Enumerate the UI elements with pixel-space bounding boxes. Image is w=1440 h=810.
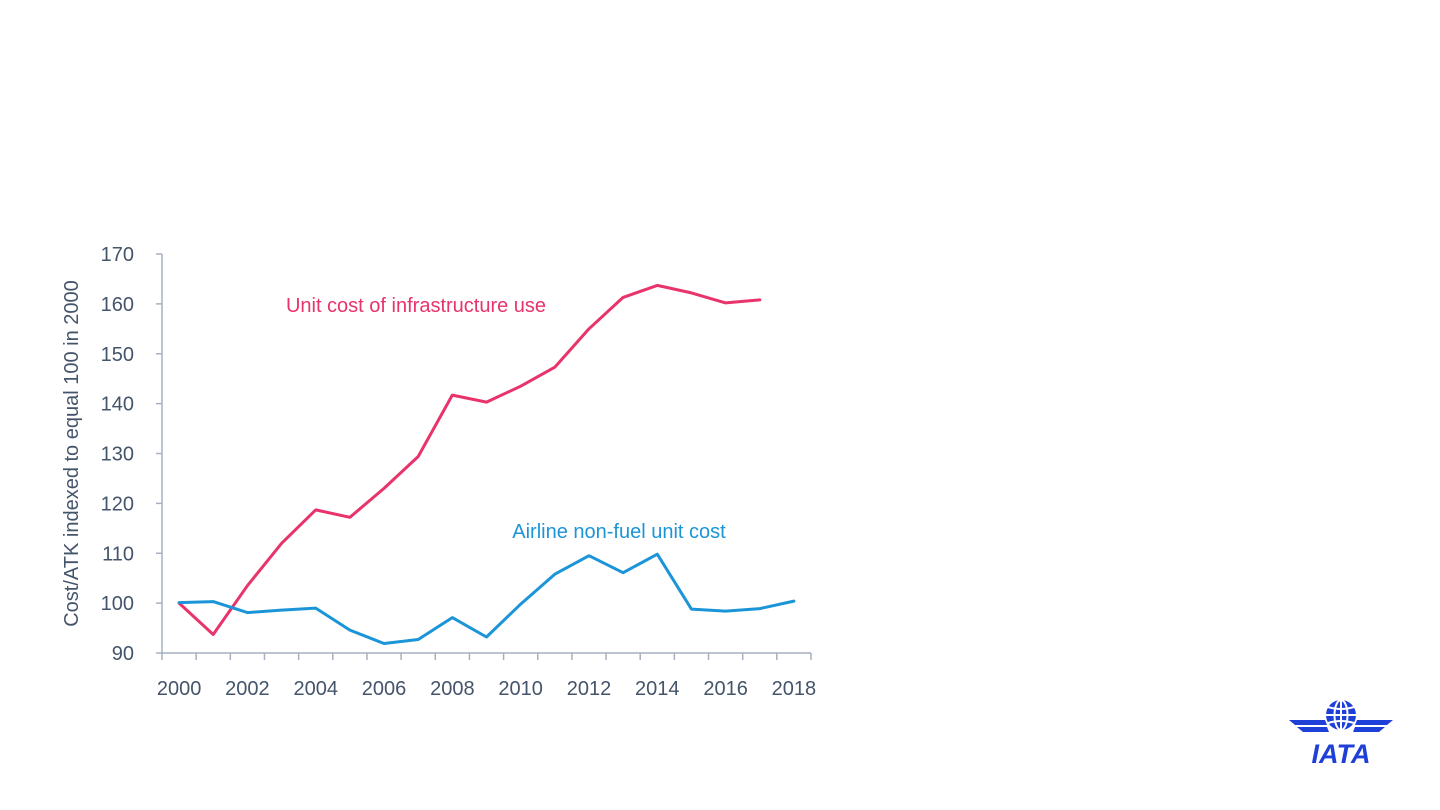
x-tick-label: 2016 — [703, 678, 748, 700]
y-tick-label: 130 — [101, 444, 134, 466]
y-tick-label: 120 — [101, 493, 134, 515]
series-line-2 — [177, 552, 796, 645]
x-tick-label: 2014 — [635, 678, 680, 700]
y-tick-label: 110 — [102, 543, 134, 565]
chart-ticks: 90 100 110 120 130 140 150 160 170 2000 2002 2004 20… — [101, 244, 817, 700]
y-tick-label: 170 — [101, 244, 134, 266]
series-label-1: Unit cost of infrastructure use — [286, 295, 546, 317]
wings-icon — [1289, 720, 1393, 732]
x-tick-label: 2008 — [430, 678, 475, 700]
x-tick-label: 2010 — [498, 678, 543, 700]
y-tick-label: 90 — [112, 643, 134, 665]
chart-labels: Cost/ATK indexed to equal 100 in 2000 Uni… — [61, 280, 726, 627]
x-tick-label: 2000 — [157, 678, 202, 700]
y-axis-title: Cost/ATK indexed to equal 100 in 2000 — [61, 280, 83, 627]
y-tick-label: 140 — [101, 394, 134, 416]
logo-text: IATA — [1312, 739, 1371, 769]
x-tick-label: 2012 — [567, 678, 612, 700]
x-tick-label: 2002 — [225, 678, 270, 700]
series-line-1 — [177, 283, 762, 636]
chart-series — [177, 283, 796, 645]
globe-icon — [1326, 699, 1356, 731]
x-tick-label: 2004 — [293, 678, 338, 700]
x-tick-label: 2006 — [362, 678, 407, 700]
y-tick-label: 150 — [101, 344, 134, 366]
x-tick-label: 2018 — [772, 678, 817, 700]
y-tick-label: 100 — [101, 593, 134, 615]
y-tick-label: 160 — [101, 294, 134, 316]
iata-logo: IATA — [1289, 699, 1393, 769]
series-label-2: Airline non-fuel unit cost — [512, 521, 726, 543]
